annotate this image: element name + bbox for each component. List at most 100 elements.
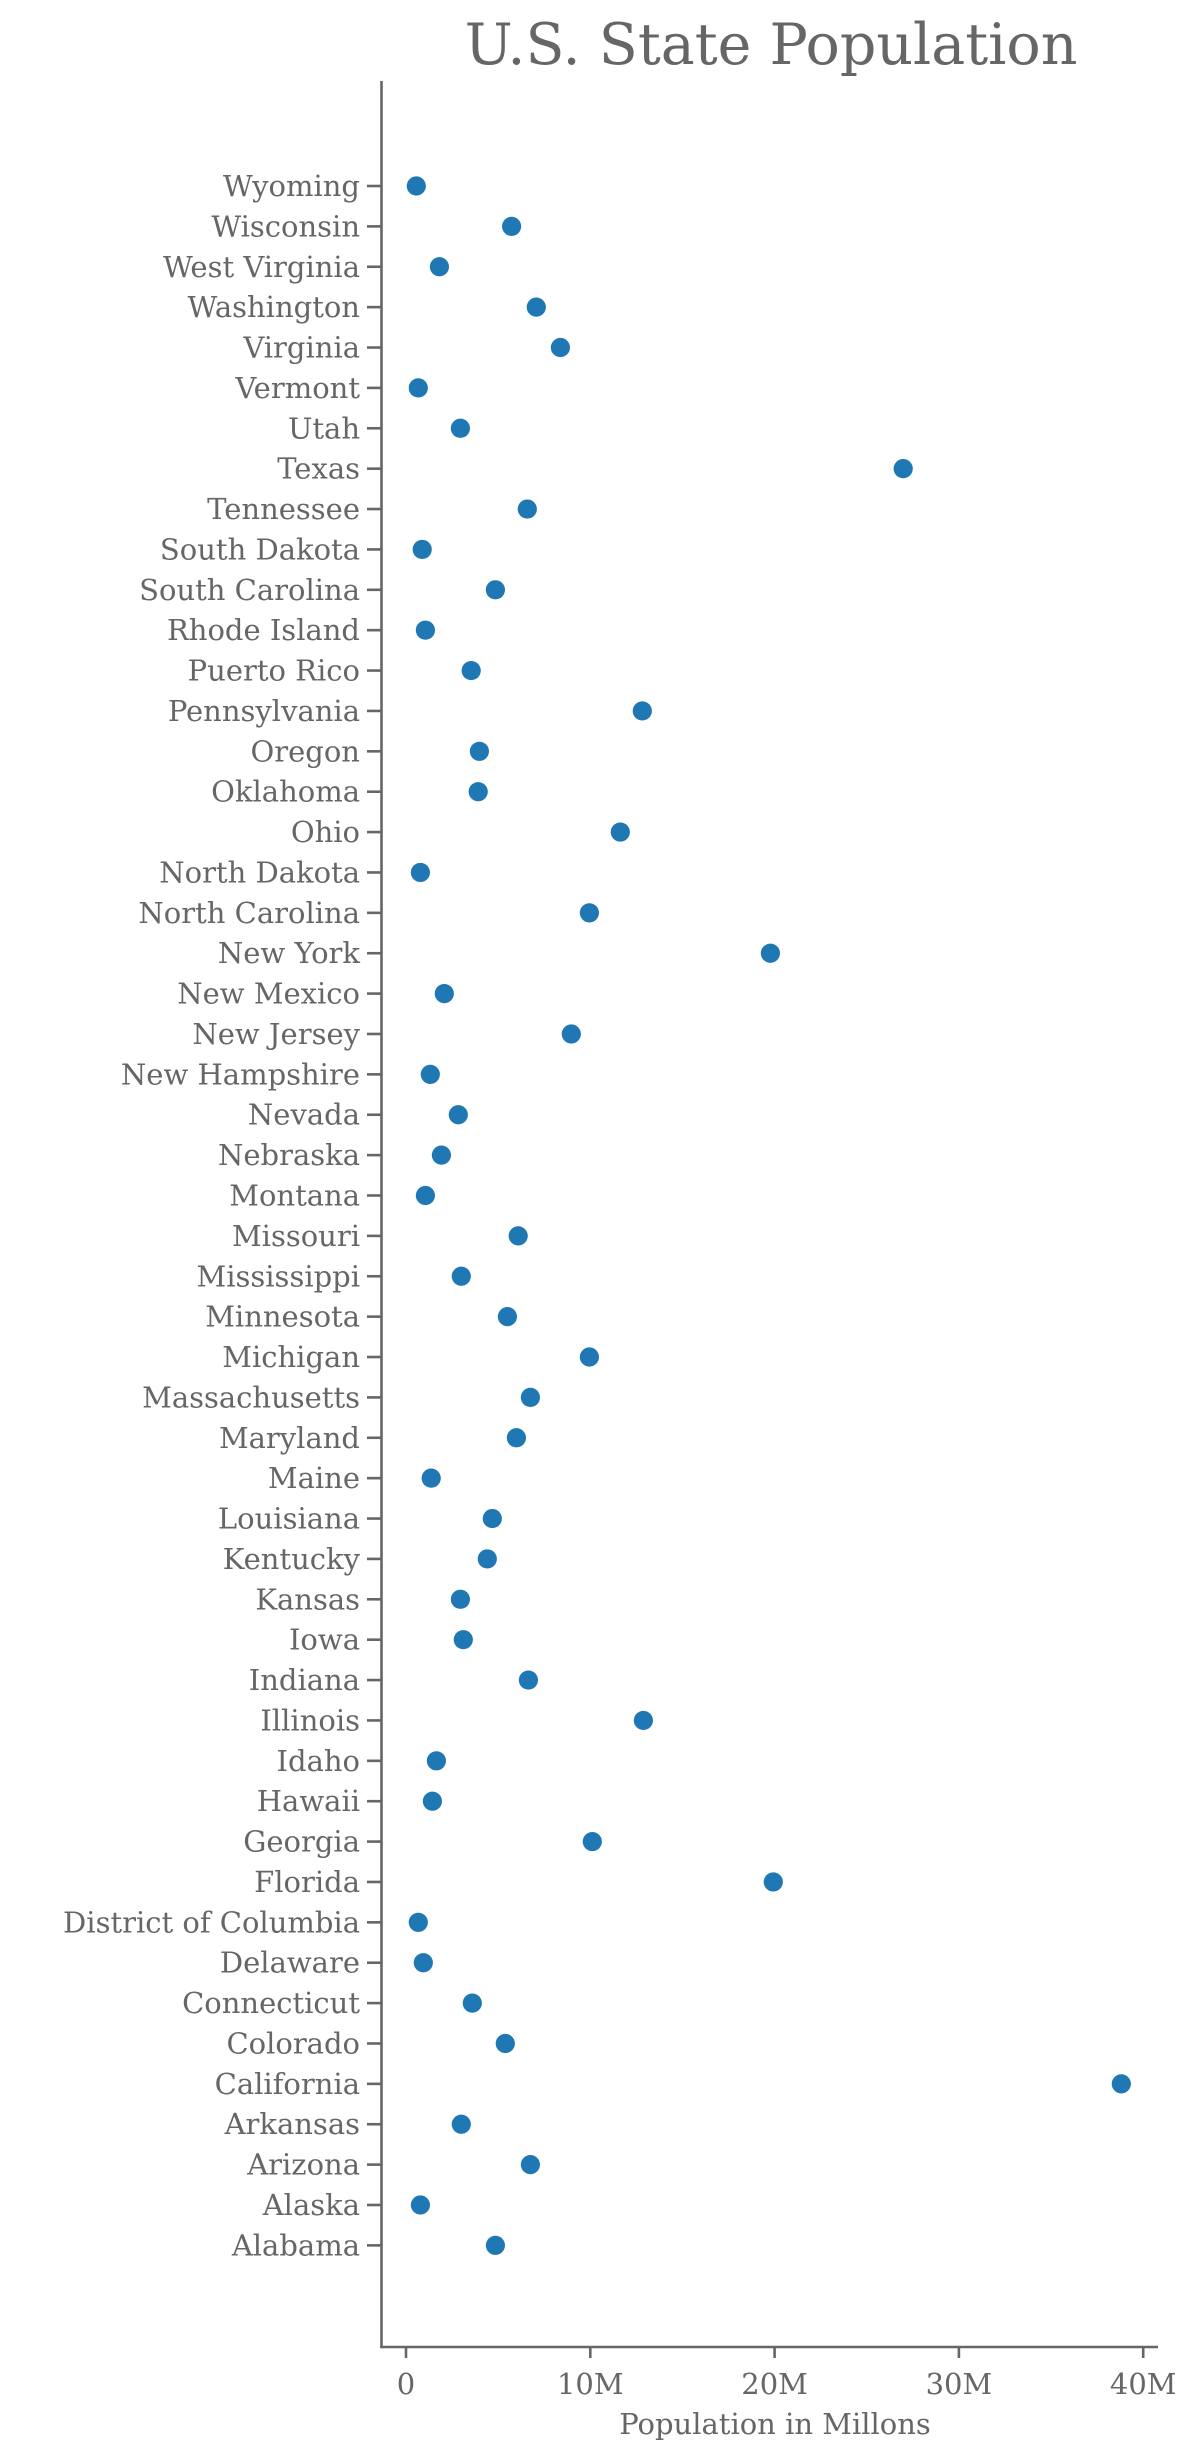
y-tick-label: Nevada — [248, 1098, 360, 1132]
x-tick-label: 0 — [397, 2367, 415, 2401]
x-tick-label: 20M — [741, 2367, 808, 2401]
data-point — [413, 1953, 433, 1973]
y-tick-label: Iowa — [289, 1623, 360, 1657]
y-tick-label: Kentucky — [223, 1542, 361, 1576]
y-tick-label: Rhode Island — [167, 613, 360, 647]
data-point — [495, 2033, 515, 2054]
y-tick-label: Colorado — [226, 2026, 360, 2060]
data-point — [579, 903, 600, 923]
y-tick-label: Indiana — [249, 1663, 360, 1697]
data-point — [461, 660, 481, 681]
y-tick-label: Massachusetts — [142, 1380, 360, 1414]
data-point — [517, 499, 537, 519]
y-tick-label: Montana — [229, 1179, 360, 1213]
data-point — [434, 984, 454, 1004]
y-tick-label: Virginia — [242, 331, 360, 365]
data-point — [451, 1266, 471, 1286]
data-point — [410, 2195, 430, 2215]
data-point — [408, 378, 428, 398]
data-point — [632, 701, 652, 721]
y-tick-label: Delaware — [220, 1946, 360, 1980]
data-point — [451, 2114, 471, 2134]
data-point — [893, 459, 913, 479]
y-tick-label: Missouri — [232, 1219, 360, 1253]
y-tick-label: South Dakota — [160, 532, 360, 566]
data-point — [760, 943, 781, 963]
y-tick-label: Arkansas — [224, 2107, 360, 2141]
y-tick-label: New Mexico — [177, 977, 360, 1011]
y-tick-label: Maine — [268, 1461, 360, 1495]
y-tick-label: District of Columbia — [63, 1905, 360, 1939]
data-point — [610, 822, 630, 842]
data-point — [415, 1185, 435, 1206]
y-tick-label: Ohio — [291, 815, 360, 849]
y-tick-label: Florida — [254, 1865, 360, 1899]
data-point — [485, 580, 505, 600]
data-point — [450, 1589, 470, 1609]
data-point — [582, 1831, 602, 1852]
chart-title: U.S. State Population — [465, 12, 1078, 78]
y-tick-label: South Carolina — [139, 573, 360, 607]
data-point — [429, 257, 449, 277]
x-tick-label: 30M — [926, 2367, 993, 2401]
data-point — [520, 2155, 541, 2175]
data-point — [579, 1347, 600, 1367]
y-tick-label: Vermont — [234, 371, 360, 405]
y-tick-label: Connecticut — [182, 1986, 360, 2020]
data-point — [406, 176, 426, 196]
y-tick-label: Utah — [288, 411, 360, 445]
y-tick-label: Oregon — [250, 734, 360, 768]
y-tick-label: Nebraska — [218, 1138, 360, 1172]
data-point — [763, 1872, 783, 1892]
data-point — [448, 1105, 468, 1125]
y-tick-label: Illinois — [260, 1703, 360, 1737]
x-tick-label: 10M — [557, 2367, 624, 2401]
y-tick-label: New York — [218, 936, 361, 970]
data-point — [485, 2235, 505, 2255]
y-tick-label: Wyoming — [223, 169, 360, 203]
y-tick-label: Kansas — [255, 1582, 360, 1616]
data-point — [561, 1024, 581, 1044]
data-point — [506, 1428, 526, 1448]
y-tick-label: West Virginia — [163, 250, 360, 284]
y-tick-label: Georgia — [243, 1825, 360, 1859]
data-point — [497, 1307, 517, 1327]
data-point — [462, 1993, 482, 2013]
y-axis-ticks: Wyoming Wisconsin West Virginia Washington V… — [63, 169, 382, 2262]
data-point — [410, 862, 430, 883]
y-tick-label: North Dakota — [159, 855, 360, 889]
y-tick-label: Mississippi — [197, 1259, 360, 1293]
data-points — [406, 176, 1131, 2255]
data-point — [421, 1468, 441, 1488]
data-point — [526, 297, 546, 317]
y-tick-label: Idaho — [277, 1744, 360, 1778]
y-tick-label: Texas — [277, 452, 360, 486]
y-tick-label: Alabama — [231, 2228, 360, 2262]
y-tick-label: Hawaii — [257, 1784, 360, 1818]
data-point — [502, 216, 522, 236]
y-tick-label: Michigan — [222, 1340, 360, 1374]
data-point — [1111, 2074, 1131, 2094]
data-point — [469, 741, 489, 761]
y-tick-label: New Hampshire — [121, 1057, 360, 1091]
y-tick-label: New Jersey — [192, 1017, 360, 1051]
x-tick-label: 40M — [1110, 2367, 1177, 2401]
y-tick-label: Arizona — [246, 2148, 360, 2182]
data-point — [468, 782, 488, 802]
y-tick-label: Tennessee — [207, 492, 360, 526]
data-point — [633, 1710, 654, 1731]
data-point — [422, 1791, 442, 1811]
data-point — [482, 1508, 502, 1529]
data-point — [520, 1387, 541, 1407]
y-tick-label: Wisconsin — [211, 209, 360, 243]
y-tick-label: California — [215, 2067, 360, 2101]
data-point — [450, 418, 470, 438]
y-tick-label: Puerto Rico — [188, 654, 360, 688]
data-point — [412, 539, 432, 560]
data-point — [453, 1630, 473, 1650]
y-tick-label: Pennsylvania — [168, 694, 360, 728]
y-tick-label: Oklahoma — [211, 775, 360, 809]
data-point — [431, 1145, 451, 1165]
data-point — [415, 620, 435, 640]
